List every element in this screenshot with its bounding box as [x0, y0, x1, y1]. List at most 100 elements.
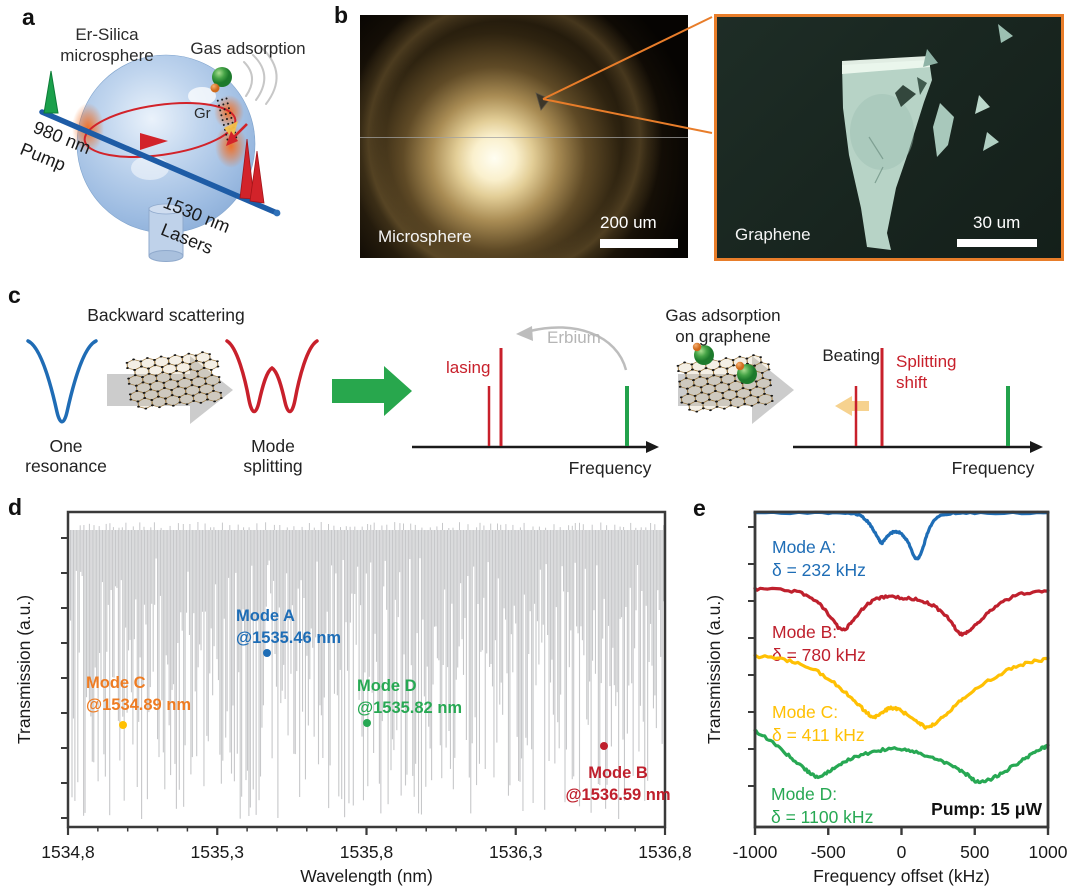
mode-name-label: Mode D	[357, 677, 417, 695]
series-curve-modea	[753, 510, 1050, 561]
mode-wavelength-label: @1536.59 nm	[565, 786, 670, 804]
panel-a-label: a	[22, 4, 35, 30]
mode-marker-mode-b: Mode B @1536.59 nm	[565, 742, 671, 804]
x-axis-ticks: -1000 -500 0 500 1000	[733, 827, 1068, 862]
x-tick-label: 1534,8	[41, 842, 95, 862]
pump-pulse-icon	[43, 70, 59, 114]
series-splitting-label: δ = 780 kHz	[772, 645, 866, 665]
panel-e-label: e	[693, 495, 706, 521]
x-tick-label: 500	[960, 842, 989, 862]
backward-scattering-heading: Backward scattering	[87, 305, 245, 325]
mode-wavelength-label: @1535.46 nm	[236, 629, 341, 647]
x-tick-label: 1536,3	[489, 842, 543, 862]
transmission-spectrum-chart: 1534,8 1535,3 1535,8 1536,3 1536,8 Wavelength…	[14, 510, 692, 886]
microsphere-schematic: Er-Silica microsphere Gas adsorption Gr …	[17, 25, 306, 262]
gas-adsorption-heading: Gas adsorption	[665, 306, 780, 325]
series-curve-modec	[753, 653, 1050, 730]
frequency-axis-label-2: Frequency	[952, 458, 1035, 478]
y-axis-title: Transmission (a.u.)	[704, 595, 724, 744]
gr-label: Gr	[194, 105, 211, 122]
graphene-fragment	[975, 95, 990, 114]
er-silica-label: Er-Silica	[75, 25, 139, 44]
microsphere-scalebar	[600, 239, 678, 248]
concept-diagram: Backward scattering One resonance Mode s…	[25, 305, 1043, 478]
microsphere-stem	[148, 203, 184, 262]
x-tick-label: -500	[811, 842, 846, 862]
beating-label: Beating	[822, 346, 880, 365]
graphene-sheet-icon	[125, 351, 223, 410]
shift-arrow-icon	[835, 396, 869, 416]
microsphere-label: microsphere	[60, 46, 154, 65]
erbium-transfer-arc	[529, 326, 628, 371]
series-curve-modeb	[753, 586, 1050, 637]
adsorption-arrow-icon	[678, 356, 794, 424]
series-splitting-label: δ = 411 kHz	[772, 725, 865, 745]
gas-molecule-icon	[210, 67, 232, 93]
x-tick-label: 1535,3	[190, 842, 244, 862]
one-resonance-label: One	[49, 436, 82, 456]
pump-power-annotation: Pump: 15 μW	[931, 799, 1042, 819]
panel-b-label: b	[334, 2, 349, 28]
one-resonance-label2: resonance	[25, 456, 107, 476]
spectrum-lines	[70, 522, 665, 819]
series-curve-moded	[753, 728, 1050, 785]
microsphere-body	[76, 54, 256, 234]
flake-bright-edge	[842, 56, 930, 74]
y-axis-ticks	[748, 526, 755, 787]
lasing-spectrum-diagram	[412, 326, 659, 453]
series-splitting-label: δ = 1100 kHz	[771, 807, 873, 827]
axis-arrowhead-icon	[646, 441, 659, 453]
series-splitting-label: δ = 232 kHz	[772, 560, 866, 580]
frequency-axis-label-1: Frequency	[569, 458, 652, 478]
adsorption-waves-icon	[243, 47, 278, 105]
gas-adsorption-label: Gas adsorption	[190, 39, 305, 58]
mode-marker-mode-c: Mode C @1534.89 nm	[86, 674, 191, 729]
microsphere-scalebar-label: 200 um	[600, 213, 657, 232]
process-arrow-icon	[332, 366, 412, 416]
mode-name-label: Mode A	[236, 607, 295, 625]
circulating-mode-loop	[83, 102, 237, 158]
split-resonance-curve	[225, 339, 319, 414]
graphene-micrograph: Graphene 30 um	[714, 14, 1064, 261]
mode-splitting-label: Mode	[251, 436, 295, 456]
erbium-arc-arrowhead-icon	[516, 326, 533, 341]
graphene-fragment	[983, 132, 999, 151]
mode-splitting-chart: Mode A: δ = 232 kHz Mode B: δ = 780 kHz Mode…	[704, 510, 1068, 886]
single-resonance-curve	[26, 339, 98, 424]
laser-pulse-icon	[239, 138, 265, 204]
mode-splitting-label2: splitting	[243, 456, 302, 476]
panel-c-label: c	[8, 282, 21, 308]
graphene-fragment	[933, 103, 954, 157]
x-tick-label: 0	[897, 842, 907, 862]
beating-spectrum-diagram	[793, 348, 1043, 453]
axis-arrowhead-icon	[1030, 441, 1043, 453]
mode-name-label: Mode B	[588, 764, 648, 782]
x-axis-title: Wavelength (nm)	[300, 866, 433, 886]
microsphere-image-label: Microsphere	[378, 227, 472, 246]
series-name-label: Mode C:	[772, 702, 838, 722]
graphene-scalebar-label: 30 um	[973, 213, 1021, 232]
splitting-shift-label: Splitting	[896, 352, 956, 371]
x-tick-label: 1536,8	[638, 842, 692, 862]
mode-wavelength-label: @1535.82 nm	[357, 699, 462, 717]
mode-marker-mode-d: Mode D @1535.82 nm	[357, 677, 462, 727]
graphene-scalebar	[957, 239, 1037, 247]
loop-arrowhead-icon	[140, 133, 168, 150]
series-name-label: Mode B:	[772, 622, 837, 642]
mode-wavelength-label: @1534.89 nm	[86, 696, 191, 714]
series-name-label: Mode A:	[772, 537, 836, 557]
graphene-flake-main	[842, 60, 932, 250]
panel-d-label: d	[8, 494, 23, 520]
splitting-shift-label2: shift	[896, 373, 927, 392]
backscatter-arrow-icon	[226, 123, 248, 146]
fiber-line	[360, 137, 688, 138]
mode-marker-mode-a: Mode A @1535.46 nm	[236, 607, 341, 657]
gas-molecules-icon	[692, 342, 757, 384]
series-name-label: Mode D:	[771, 784, 837, 804]
y-axis-title: Transmission (a.u.)	[14, 595, 34, 744]
mode-name-label: Mode C	[86, 674, 146, 692]
flake-on-sphere-icon	[535, 92, 551, 111]
x-tick-label: 1000	[1029, 842, 1068, 862]
graphene-flake-drawing	[842, 24, 1013, 250]
